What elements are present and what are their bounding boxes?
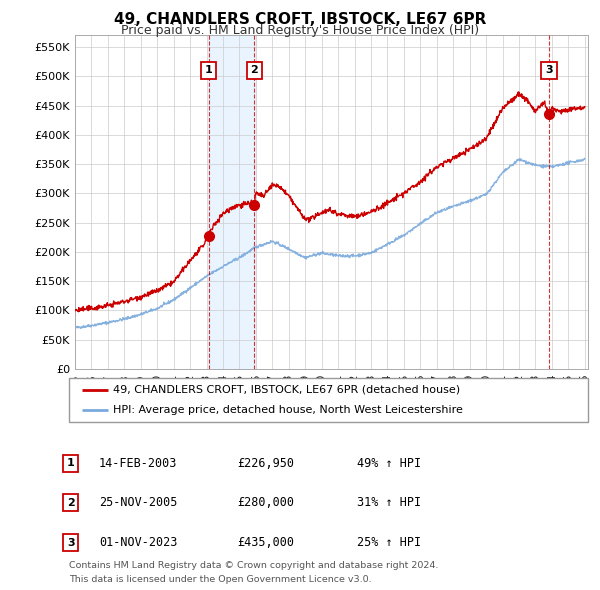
Text: £280,000: £280,000: [237, 496, 294, 509]
Bar: [549, 35, 588, 369]
Text: 2: 2: [67, 498, 74, 507]
Text: 01-NOV-2023: 01-NOV-2023: [99, 536, 178, 549]
Text: 49, CHANDLERS CROFT, IBSTOCK, LE67 6PR (detached house): 49, CHANDLERS CROFT, IBSTOCK, LE67 6PR (…: [113, 385, 460, 395]
Text: 3: 3: [545, 65, 553, 76]
Text: HPI: Average price, detached house, North West Leicestershire: HPI: Average price, detached house, Nort…: [113, 405, 463, 415]
Text: 49% ↑ HPI: 49% ↑ HPI: [357, 457, 421, 470]
Text: £435,000: £435,000: [237, 536, 294, 549]
Text: 1: 1: [205, 65, 212, 76]
Text: 25% ↑ HPI: 25% ↑ HPI: [357, 536, 421, 549]
Text: 2: 2: [251, 65, 259, 76]
Text: This data is licensed under the Open Government Licence v3.0.: This data is licensed under the Open Gov…: [69, 575, 371, 584]
Text: 3: 3: [67, 538, 74, 548]
Bar: [208, 35, 256, 369]
Text: Price paid vs. HM Land Registry's House Price Index (HPI): Price paid vs. HM Land Registry's House …: [121, 24, 479, 37]
Text: 25-NOV-2005: 25-NOV-2005: [99, 496, 178, 509]
Text: 1: 1: [67, 458, 74, 468]
Text: Contains HM Land Registry data © Crown copyright and database right 2024.: Contains HM Land Registry data © Crown c…: [69, 561, 439, 570]
Bar: [549, 35, 588, 369]
Text: £226,950: £226,950: [237, 457, 294, 470]
Text: 49, CHANDLERS CROFT, IBSTOCK, LE67 6PR: 49, CHANDLERS CROFT, IBSTOCK, LE67 6PR: [114, 12, 486, 27]
Text: 14-FEB-2003: 14-FEB-2003: [99, 457, 178, 470]
Text: 31% ↑ HPI: 31% ↑ HPI: [357, 496, 421, 509]
